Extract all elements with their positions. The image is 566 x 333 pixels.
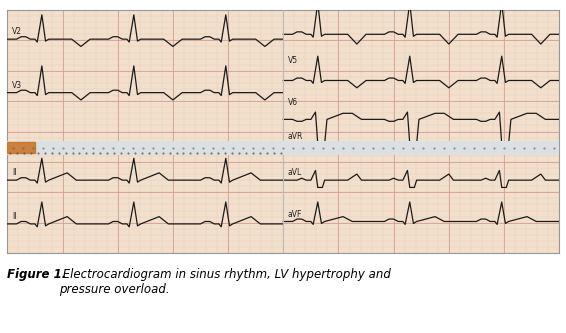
Text: II: II bbox=[12, 212, 16, 221]
Text: V2: V2 bbox=[12, 27, 22, 36]
Text: V3: V3 bbox=[12, 81, 22, 90]
Text: aVL: aVL bbox=[288, 168, 302, 177]
Polygon shape bbox=[7, 143, 35, 154]
Text: V6: V6 bbox=[288, 98, 298, 107]
Text: aVR: aVR bbox=[288, 132, 303, 141]
Text: II: II bbox=[12, 168, 16, 177]
Bar bbox=[7, 141, 559, 155]
Text: Figure 1.: Figure 1. bbox=[7, 268, 67, 281]
Text: Electrocardiogram in sinus rhythm, LV hypertrophy and
pressure overload.: Electrocardiogram in sinus rhythm, LV hy… bbox=[59, 268, 391, 296]
Text: aVF: aVF bbox=[288, 209, 302, 219]
Text: V5: V5 bbox=[288, 57, 298, 66]
